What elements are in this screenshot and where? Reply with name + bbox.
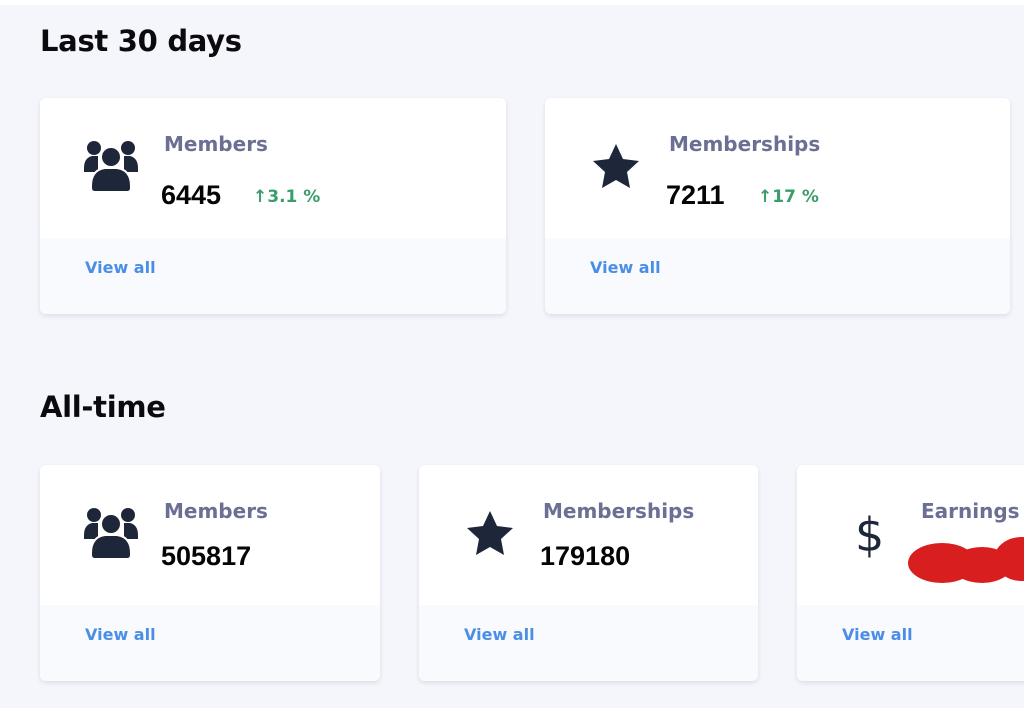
dollar-icon: $ — [855, 508, 884, 559]
card-footer — [419, 605, 758, 681]
users-icon — [84, 508, 138, 559]
card-memberships-all-time: Memberships 179180 View all — [419, 465, 758, 681]
section-title-last-30-days: Last 30 days — [40, 24, 242, 58]
redaction-mark — [908, 537, 1024, 583]
users-icon — [84, 141, 138, 192]
card-footer — [40, 605, 380, 681]
card-footer — [797, 605, 1024, 681]
card-members-all-time: Members 505817 View all — [40, 465, 380, 681]
card-members-30d: Members 6445 ↑3.1 % View all — [40, 98, 506, 314]
card-label: Memberships — [669, 132, 821, 156]
card-value: 7211 — [666, 180, 725, 210]
card-label: Memberships — [543, 499, 695, 523]
top-bar — [0, 0, 1024, 5]
svg-text:$: $ — [855, 508, 884, 559]
star-icon — [593, 144, 639, 188]
card-memberships-30d: Memberships 7211 ↑17 % View all — [545, 98, 1010, 314]
section-title-all-time: All-time — [40, 390, 166, 424]
card-label: Earnings — [921, 499, 1020, 523]
star-icon — [467, 511, 513, 555]
view-all-link[interactable]: View all — [464, 625, 535, 644]
view-all-link[interactable]: View all — [85, 258, 156, 277]
card-earnings-all-time: $ Earnings View all — [797, 465, 1024, 681]
change-badge: ↑3.1 % — [253, 187, 321, 207]
view-all-link[interactable]: View all — [842, 625, 913, 644]
card-footer — [545, 238, 1010, 314]
card-value: 6445 — [161, 180, 222, 210]
card-footer — [40, 238, 506, 314]
view-all-link[interactable]: View all — [85, 625, 156, 644]
view-all-link[interactable]: View all — [590, 258, 661, 277]
card-value: 179180 — [540, 541, 631, 571]
change-badge: ↑17 % — [758, 187, 819, 207]
card-label: Members — [164, 499, 268, 523]
card-value: 505817 — [161, 541, 252, 571]
card-label: Members — [164, 132, 268, 156]
